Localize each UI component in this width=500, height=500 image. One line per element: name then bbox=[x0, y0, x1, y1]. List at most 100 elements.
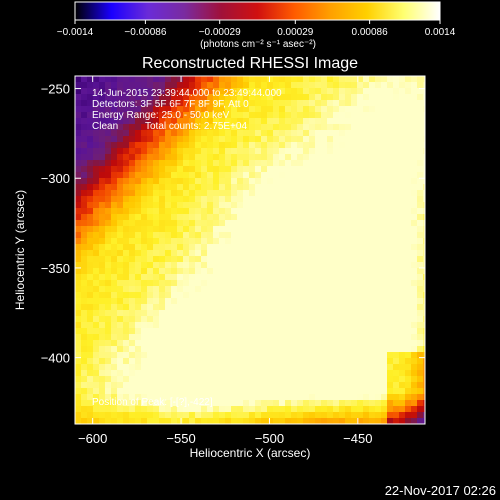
heatmap-cell bbox=[177, 106, 184, 113]
heatmap-cell bbox=[261, 232, 268, 239]
heatmap-cell bbox=[189, 178, 196, 185]
heatmap-cell bbox=[207, 268, 214, 275]
heatmap-cell bbox=[291, 364, 298, 371]
heatmap-cell bbox=[135, 100, 142, 107]
heatmap-cell bbox=[351, 226, 358, 233]
heatmap-cell bbox=[87, 286, 94, 293]
heatmap-cell bbox=[357, 310, 364, 317]
heatmap-cell bbox=[105, 280, 112, 287]
heatmap-cell bbox=[261, 298, 268, 305]
heatmap-cell bbox=[111, 298, 118, 305]
heatmap-cell bbox=[291, 280, 298, 287]
heatmap-cell bbox=[99, 166, 106, 173]
heatmap-cell bbox=[207, 94, 214, 101]
heatmap-cell bbox=[159, 118, 166, 125]
heatmap-cell bbox=[249, 280, 256, 287]
heatmap-cell bbox=[213, 220, 220, 227]
heatmap-cell bbox=[183, 100, 190, 107]
heatmap-cell bbox=[225, 154, 232, 161]
heatmap-cell bbox=[261, 316, 268, 323]
heatmap-cell bbox=[417, 226, 424, 233]
heatmap-cell bbox=[255, 382, 262, 389]
heatmap-cell bbox=[99, 412, 106, 419]
heatmap-cell bbox=[267, 334, 274, 341]
heatmap-cell bbox=[411, 268, 418, 275]
heatmap-cell bbox=[297, 280, 304, 287]
heatmap-cell bbox=[231, 82, 238, 89]
heatmap-cell bbox=[201, 334, 208, 341]
heatmap-cell bbox=[159, 358, 166, 365]
heatmap-cell bbox=[297, 106, 304, 113]
heatmap-cell bbox=[255, 280, 262, 287]
heatmap-cell bbox=[153, 298, 160, 305]
heatmap-cell bbox=[237, 130, 244, 137]
heatmap-cell bbox=[171, 340, 178, 347]
heatmap-cell bbox=[405, 196, 412, 203]
heatmap-cell bbox=[117, 412, 124, 419]
heatmap-cell bbox=[333, 214, 340, 221]
heatmap-cell bbox=[261, 202, 268, 209]
annotation-energy: Energy Range: 25.0 - 50.0 keV bbox=[92, 110, 230, 121]
heatmap-cell bbox=[123, 370, 130, 377]
heatmap-cell bbox=[75, 388, 82, 395]
heatmap-cell bbox=[213, 268, 220, 275]
heatmap-cell bbox=[267, 130, 274, 137]
heatmap-cell bbox=[159, 388, 166, 395]
heatmap-cell bbox=[345, 370, 352, 377]
heatmap-cell bbox=[129, 262, 136, 269]
heatmap-cell bbox=[189, 214, 196, 221]
heatmap-cell bbox=[105, 172, 112, 179]
heatmap-cell bbox=[417, 244, 424, 251]
heatmap-cell bbox=[285, 190, 292, 197]
heatmap-cell bbox=[171, 292, 178, 299]
heatmap-cell bbox=[237, 124, 244, 131]
heatmap-cell bbox=[249, 172, 256, 179]
heatmap-cell bbox=[111, 82, 118, 89]
heatmap-cell bbox=[321, 124, 328, 131]
heatmap-cell bbox=[279, 130, 286, 137]
heatmap-cell bbox=[249, 166, 256, 173]
heatmap-cell bbox=[111, 346, 118, 353]
heatmap-cell bbox=[153, 178, 160, 185]
heatmap-cell bbox=[387, 298, 394, 305]
heatmap-cell bbox=[273, 190, 280, 197]
heatmap-cell bbox=[381, 298, 388, 305]
heatmap-cell bbox=[189, 340, 196, 347]
heatmap-cell bbox=[243, 262, 250, 269]
heatmap-cell bbox=[249, 292, 256, 299]
heatmap-cell bbox=[207, 190, 214, 197]
heatmap-cell bbox=[153, 190, 160, 197]
heatmap-cell bbox=[291, 142, 298, 149]
heatmap-cell bbox=[189, 88, 196, 95]
heatmap-cell bbox=[135, 322, 142, 329]
heatmap-cell bbox=[219, 418, 226, 424]
heatmap-cell bbox=[345, 256, 352, 263]
heatmap-cell bbox=[357, 166, 364, 173]
heatmap-cell bbox=[351, 394, 358, 401]
heatmap-cell bbox=[261, 406, 268, 413]
heatmap-cell bbox=[243, 256, 250, 263]
heatmap-cell bbox=[375, 310, 382, 317]
heatmap-cell bbox=[423, 142, 425, 149]
heatmap-cell bbox=[285, 310, 292, 317]
heatmap-cell bbox=[297, 112, 304, 119]
heatmap-cell bbox=[255, 316, 262, 323]
heatmap-cell bbox=[405, 202, 412, 209]
heatmap-cell bbox=[351, 232, 358, 239]
heatmap-cell bbox=[195, 76, 202, 83]
heatmap-cell bbox=[75, 322, 82, 329]
heatmap-cell bbox=[315, 262, 322, 269]
heatmap-cell bbox=[159, 166, 166, 173]
heatmap-cell bbox=[393, 406, 400, 413]
heatmap-cell bbox=[381, 286, 388, 293]
heatmap-cell bbox=[315, 202, 322, 209]
heatmap-cell bbox=[399, 226, 406, 233]
colorbar-tick-label: −0.0014 bbox=[57, 27, 94, 38]
heatmap-cell bbox=[327, 106, 334, 113]
heatmap-cell bbox=[123, 274, 130, 281]
heatmap-cell bbox=[135, 298, 142, 305]
heatmap-cell bbox=[225, 184, 232, 191]
heatmap-cell bbox=[411, 280, 418, 287]
heatmap-cell bbox=[267, 238, 274, 245]
heatmap-cell bbox=[237, 226, 244, 233]
